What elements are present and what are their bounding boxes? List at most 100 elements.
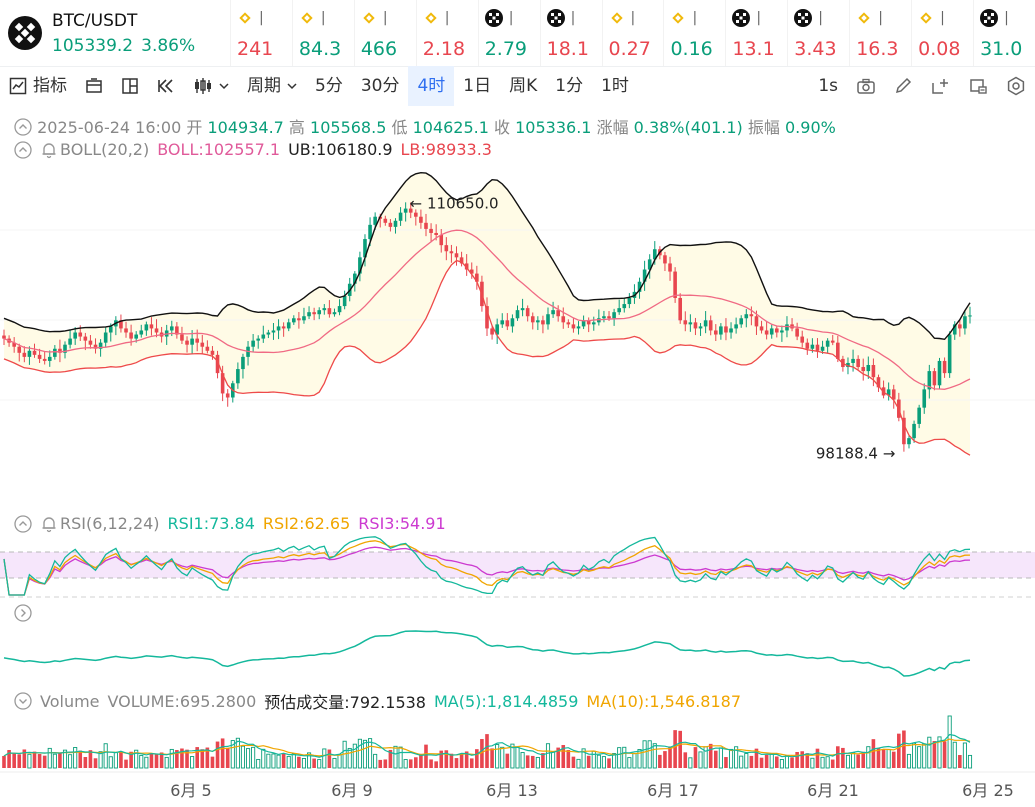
indicators-label: 指标: [33, 76, 67, 96]
rewind-button[interactable]: [148, 66, 184, 106]
candle-body: [408, 208, 413, 213]
volume-bar: [464, 751, 469, 768]
ticker-item[interactable]: | 3.43: [787, 0, 849, 66]
volume-bar: [724, 757, 728, 768]
bnb-icon: |: [423, 8, 478, 28]
layout-button[interactable]: [76, 66, 112, 106]
ticker-value: 18.1: [546, 38, 589, 60]
volume-bar: [78, 750, 83, 768]
chevron-down-icon[interactable]: [14, 692, 32, 710]
ticker-item[interactable]: | 13.1: [725, 0, 787, 66]
volume-bar: [673, 730, 677, 768]
indicators-button[interactable]: 指标: [0, 66, 76, 106]
candle-body: [236, 369, 240, 384]
volume-bar: [62, 749, 68, 769]
volume-bar: [952, 741, 957, 769]
boll-mid-value: BOLL:102557.1: [157, 140, 281, 159]
ticker-item[interactable]: | 0.16: [663, 0, 725, 66]
interval-tab[interactable]: 周K: [509, 76, 538, 96]
candle-body: [434, 232, 438, 235]
interval-tab[interactable]: 5分: [315, 76, 343, 96]
candle-body: [749, 314, 754, 317]
candle-body: [617, 308, 621, 313]
candle-body: [266, 332, 271, 335]
volume-bar: [505, 753, 510, 768]
candle-body: [373, 216, 377, 225]
chevron-up-icon[interactable]: [14, 514, 32, 533]
candle-body: [58, 348, 62, 353]
chart-type-dropdown[interactable]: [184, 66, 238, 106]
candle-body: [536, 320, 540, 323]
candle-body: [454, 253, 459, 258]
volume-bar: [434, 761, 438, 768]
screenshot-button[interactable]: [847, 66, 885, 106]
refresh-rate-label: 1s: [818, 76, 838, 96]
ticker-item[interactable]: | 241: [230, 0, 292, 66]
volume-bar: [429, 759, 433, 768]
candle-body: [42, 358, 47, 361]
candle-body: [144, 324, 149, 331]
volume-bar: [906, 753, 912, 769]
volume-bar: [276, 754, 281, 769]
candle-body: [256, 338, 261, 341]
candle-body: [83, 336, 88, 341]
add-drawing-button[interactable]: [921, 66, 959, 106]
candle-body: [927, 371, 932, 390]
x-tick-label: 6月 21: [807, 781, 859, 800]
bell-icon[interactable]: [40, 141, 58, 159]
split-view-button[interactable]: [112, 66, 148, 106]
ticker-item[interactable]: | 31.0: [973, 0, 1035, 66]
ticker-value: 0.27: [608, 38, 651, 60]
candle-body: [495, 324, 499, 335]
draw-button[interactable]: [885, 66, 921, 106]
volume-bar: [607, 758, 611, 768]
pair-selector[interactable]: BTC/USDT 105339.2 3.86%: [0, 0, 230, 66]
ticker-item[interactable]: | 466: [353, 0, 416, 66]
ticker-item[interactable]: | 2.18: [415, 0, 478, 66]
period-dropdown[interactable]: 周期: [238, 66, 306, 106]
candle-body: [292, 318, 296, 323]
candle-body: [871, 365, 876, 378]
bell-icon[interactable]: [40, 515, 58, 533]
interval-tab[interactable]: 1日: [463, 76, 492, 96]
interval-tab[interactable]: 30分: [360, 76, 400, 96]
chevron-down-icon: [219, 83, 229, 90]
candle-body: [297, 318, 301, 321]
chevron-up-icon[interactable]: [14, 118, 32, 136]
volume-bar: [47, 747, 52, 769]
ticker-item[interactable]: | 84.3: [291, 0, 354, 66]
chevron-up-icon[interactable]: [14, 140, 32, 159]
x-tick-label: 6月 25: [962, 781, 1014, 800]
candle-body: [810, 344, 815, 349]
candle-body: [744, 314, 749, 319]
ticker-item[interactable]: | 0.27: [601, 0, 664, 66]
interval-tab[interactable]: 1时: [601, 76, 629, 96]
volume-bar: [373, 753, 378, 769]
candle-body: [851, 358, 855, 363]
candle-body: [337, 306, 342, 313]
candle-body: [73, 332, 77, 339]
ticker-item[interactable]: | 2.79: [477, 0, 540, 66]
interval-tab[interactable]: 1分: [555, 76, 584, 96]
volume-bar: [408, 759, 413, 768]
candle-body: [673, 271, 677, 298]
interval-tab[interactable]: 4时: [408, 66, 455, 106]
btc-swap-icon: [8, 16, 42, 50]
refresh-rate-button[interactable]: 1s: [809, 66, 847, 106]
ticker-item[interactable]: | 18.1: [539, 0, 602, 66]
candle-body: [922, 389, 927, 408]
settings-button[interactable]: [997, 66, 1035, 106]
volume-bar: [134, 749, 139, 769]
candle-body: [307, 312, 311, 317]
ticker-item[interactable]: | 16.3: [849, 0, 911, 66]
camera-icon: [857, 78, 875, 94]
pencil-icon: [895, 77, 912, 94]
volume-bar: [902, 730, 906, 768]
candle-body: [47, 356, 52, 361]
ticker-item[interactable]: | 0.08: [911, 0, 973, 66]
volume-bar: [754, 748, 759, 768]
candle-body: [647, 259, 652, 270]
clear-drawings-button[interactable]: [959, 66, 997, 106]
chevron-right-icon[interactable]: [14, 604, 32, 622]
